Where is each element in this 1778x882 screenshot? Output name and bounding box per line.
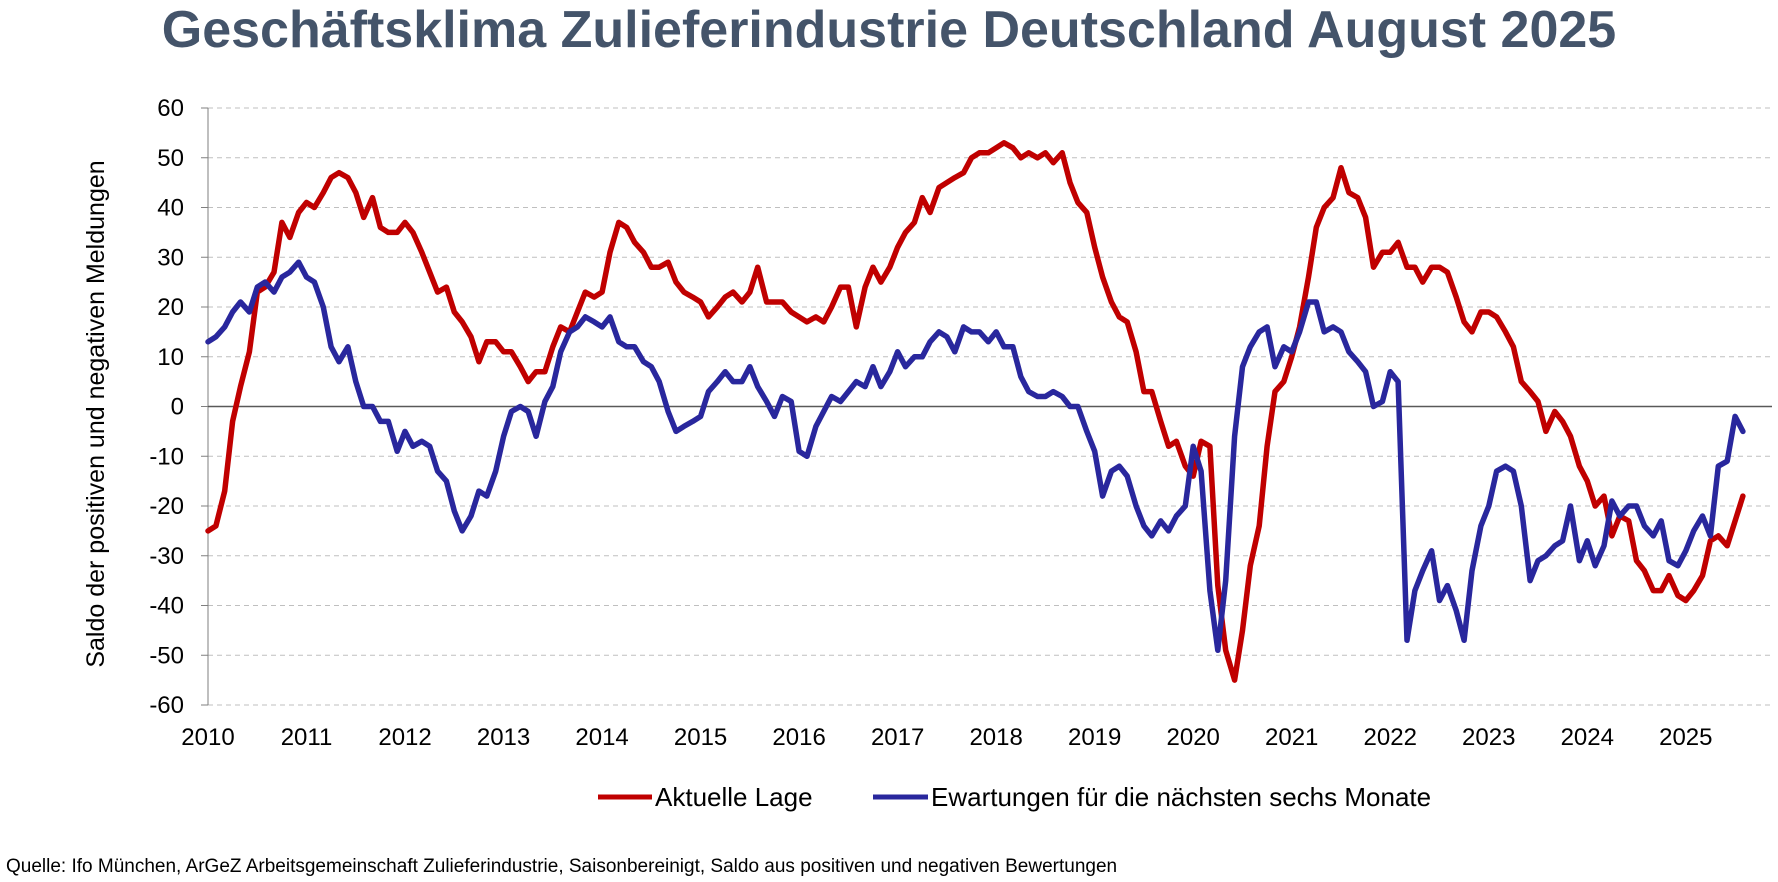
x-tick-label: 2017 xyxy=(871,724,924,751)
x-tick-label: 2024 xyxy=(1561,724,1614,751)
x-tick-label: 2018 xyxy=(969,724,1022,751)
x-tick-label: 2015 xyxy=(674,724,727,751)
axes xyxy=(201,107,1772,706)
x-tick-label: 2014 xyxy=(575,724,628,751)
x-tick-labels: 2010 2011 2012 2013 2014 2015 2016 2017 2018 2019… xyxy=(181,724,1712,751)
x-tick-label: 2010 xyxy=(181,724,234,751)
y-axis-label: Saldo der positiven und negativen Meldun… xyxy=(82,160,110,667)
x-tick-label: 2025 xyxy=(1659,724,1712,751)
x-tick-label: 2021 xyxy=(1265,724,1318,751)
y-tick-label: -20 xyxy=(149,493,184,520)
x-tick-label: 2022 xyxy=(1364,724,1417,751)
y-tick-label: 40 xyxy=(157,195,184,222)
y-tick-label: 20 xyxy=(157,294,184,321)
y-tick-label: -60 xyxy=(149,692,184,719)
legend: Aktuelle Lage Ewartungen für die nächste… xyxy=(598,782,1431,812)
series-lines xyxy=(205,140,1746,683)
y-tick-label: 10 xyxy=(157,344,184,371)
y-tick-labels: 60 50 40 30 20 10 0 -10 -20 -30 -40 -50 -60 xyxy=(149,95,184,719)
y-tick-label: 50 xyxy=(157,145,184,172)
x-tick-label: 2019 xyxy=(1068,724,1121,751)
y-tick-label: 0 xyxy=(171,394,184,421)
y-tick-label: -10 xyxy=(149,443,184,470)
legend-label-erwartungen: Ewartungen für die nächsten sechs Monate xyxy=(931,782,1431,812)
x-tick-label: 2013 xyxy=(477,724,530,751)
y-tick-label: -40 xyxy=(149,593,184,620)
x-tick-label: 2016 xyxy=(772,724,825,751)
legend-label-aktuelle-lage: Aktuelle Lage xyxy=(655,782,813,812)
series-line-aktuelle-lage xyxy=(205,140,1746,683)
x-tick-label: 2023 xyxy=(1462,724,1515,751)
x-tick-label: 2011 xyxy=(281,724,333,751)
y-tick-label: 60 xyxy=(157,95,184,122)
chart-title: Geschäftsklima Zulieferindustrie Deutsch… xyxy=(161,1,1617,59)
y-tick-label: 30 xyxy=(157,244,184,271)
y-tick-label: -50 xyxy=(149,642,184,669)
series-line-erwartungen xyxy=(205,259,1746,654)
y-tick-label: -30 xyxy=(149,543,184,570)
source-note: Quelle: Ifo München, ArGeZ Arbeitsgemein… xyxy=(6,856,1118,877)
x-tick-label: 2020 xyxy=(1167,724,1220,751)
x-tick-label: 2012 xyxy=(378,724,431,751)
